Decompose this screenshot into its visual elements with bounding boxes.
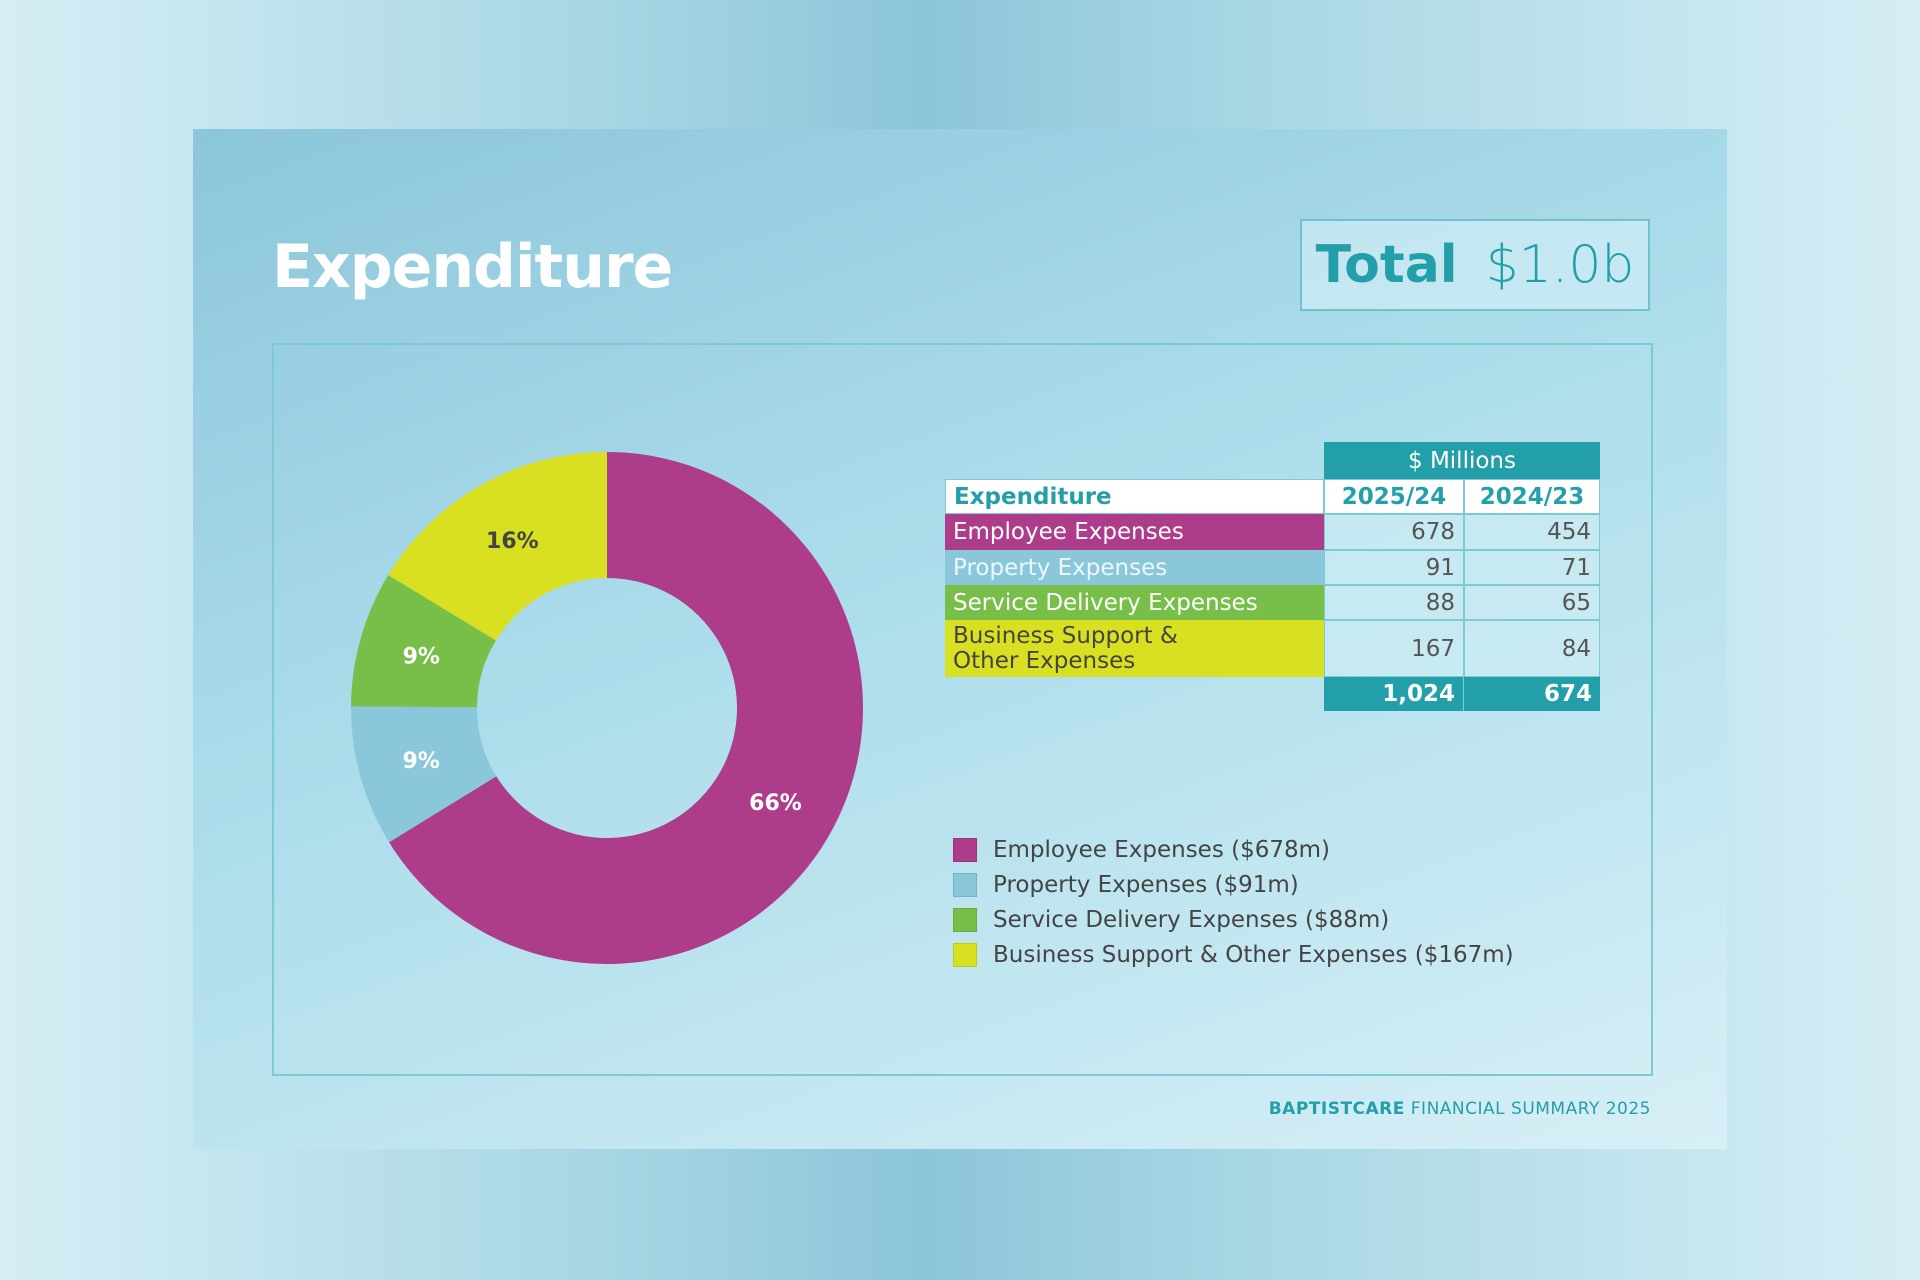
cell-service-a: 88 bbox=[1324, 585, 1464, 620]
cell-business-a: 167 bbox=[1324, 620, 1464, 677]
row-label-business-line1: Business Support & bbox=[953, 622, 1178, 649]
donut-slice-business bbox=[388, 452, 607, 641]
legend-swatch bbox=[953, 942, 977, 967]
legend-item-property: Property Expenses ($91m) bbox=[953, 867, 1514, 902]
total-box: Total $1.0b bbox=[1300, 219, 1650, 311]
total-2024-23: 674 bbox=[1464, 677, 1600, 711]
header-expenditure: Expenditure bbox=[945, 479, 1324, 514]
units-header: $ Millions bbox=[1324, 442, 1600, 479]
page-title: Expenditure bbox=[272, 232, 673, 302]
donut-slice-employee bbox=[389, 452, 864, 964]
donut-label-employee: 66% bbox=[749, 791, 802, 816]
donut-label-business: 16% bbox=[486, 529, 539, 554]
chart-frame bbox=[272, 343, 1653, 1076]
row-label-service: Service Delivery Expenses bbox=[945, 585, 1324, 620]
cell-business-b: 84 bbox=[1464, 620, 1600, 677]
row-label-employee: Employee Expenses bbox=[945, 514, 1324, 550]
cell-employee-b: 454 bbox=[1464, 514, 1600, 550]
donut-label-service: 9% bbox=[403, 644, 440, 669]
cell-property-b: 71 bbox=[1464, 550, 1600, 585]
footer-brand: BAPTISTCARE bbox=[1268, 1099, 1405, 1119]
legend: Employee Expenses ($678m) Property Expen… bbox=[953, 832, 1514, 972]
cell-service-b: 65 bbox=[1464, 585, 1600, 620]
legend-item-service: Service Delivery Expenses ($88m) bbox=[953, 902, 1514, 937]
donut-label-property: 9% bbox=[402, 749, 439, 774]
footer-text: FINANCIAL SUMMARY 2025 bbox=[1404, 1099, 1651, 1119]
header-2025-24: 2025/24 bbox=[1324, 479, 1464, 514]
footer: BAPTISTCARE FINANCIAL SUMMARY 2025 bbox=[1269, 1099, 1651, 1119]
row-label-property: Property Expenses bbox=[945, 550, 1324, 585]
total-label: Total bbox=[1315, 235, 1458, 295]
legend-swatch bbox=[953, 872, 977, 897]
legend-item-employee: Employee Expenses ($678m) bbox=[953, 832, 1514, 867]
legend-swatch bbox=[953, 837, 977, 862]
total-2025-24: 1,024 bbox=[1324, 677, 1464, 711]
cell-property-a: 91 bbox=[1324, 550, 1464, 585]
cell-employee-a: 678 bbox=[1324, 514, 1464, 550]
donut-slice-service bbox=[351, 575, 496, 708]
row-label-business: Business Support & Other Expenses bbox=[945, 620, 1324, 677]
donut-slice-property bbox=[351, 706, 497, 843]
legend-label: Business Support & Other Expenses ($167m… bbox=[993, 941, 1514, 968]
header-2024-23: 2024/23 bbox=[1464, 479, 1600, 514]
legend-swatch bbox=[953, 907, 977, 932]
total-value: $1.0b bbox=[1485, 235, 1635, 295]
legend-label: Service Delivery Expenses ($88m) bbox=[993, 906, 1390, 933]
legend-label: Employee Expenses ($678m) bbox=[993, 836, 1331, 863]
legend-item-business: Business Support & Other Expenses ($167m… bbox=[953, 937, 1514, 972]
row-label-business-line2: Other Expenses bbox=[953, 647, 1136, 674]
legend-label: Property Expenses ($91m) bbox=[993, 871, 1299, 898]
